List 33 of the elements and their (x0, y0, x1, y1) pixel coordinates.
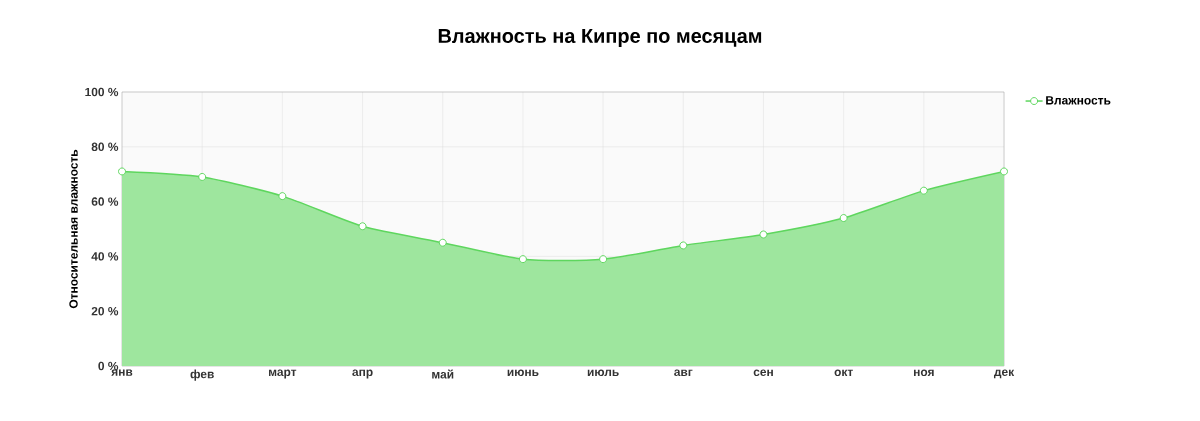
point (358, 222, 367, 231)
y-tick-label: 80 % (91, 142, 119, 152)
point (679, 241, 688, 250)
point (759, 230, 768, 239)
chart-title: Влажность на Кипре по месяцам (438, 29, 762, 47)
x-tick-label: фев (190, 369, 214, 381)
x-tick-label: март (269, 369, 297, 379)
x-tick-label: авг (674, 369, 693, 377)
x-tick-label: ноя (913, 369, 934, 377)
x-tick-label: июнь (507, 369, 539, 377)
point (118, 167, 126, 176)
x-tick-label: сен (753, 369, 773, 377)
y-tick-label: 0 % (98, 361, 119, 371)
x-tick-label: июль (587, 369, 619, 377)
x-tick-label: апр (352, 369, 373, 379)
point (198, 172, 207, 181)
point (599, 255, 608, 264)
point (278, 192, 287, 201)
x-tick-label: янв (111, 369, 133, 376)
x-tick-label: дек (993, 369, 1015, 379)
point (839, 214, 848, 223)
y-axis-title: Относительная влажность (69, 149, 78, 309)
point (438, 238, 447, 247)
x-tick-label: май (432, 369, 454, 379)
y-tick-label: 100 % (85, 87, 119, 97)
point (919, 186, 928, 195)
point (1000, 167, 1009, 176)
x-tick-label: окт (834, 369, 853, 377)
point (518, 255, 527, 264)
y-tick-label: 20 % (91, 306, 119, 316)
legend-label: Влажность (1046, 96, 1111, 105)
y-tick-label: 40 % (91, 252, 119, 261)
y-tick-label: 60 % (91, 197, 119, 206)
